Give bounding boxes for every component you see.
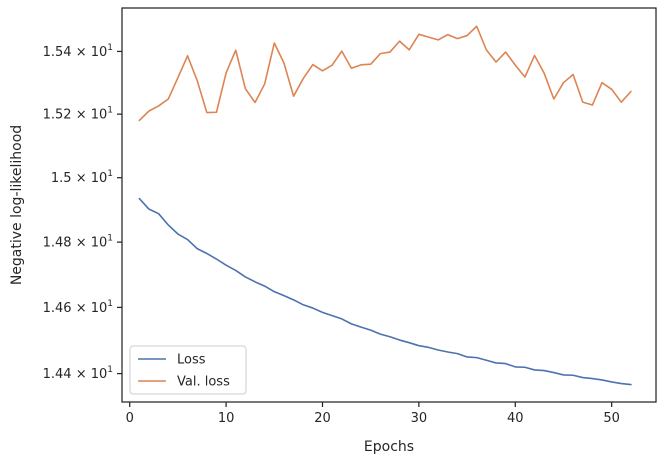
y-tick-exp-2: 1 bbox=[107, 234, 113, 244]
y-tick-times-1: × 10 bbox=[72, 301, 108, 316]
x-tick-label-4: 40 bbox=[507, 411, 524, 426]
y-tick-label-2: 1.48 × 101 bbox=[43, 234, 113, 251]
y-tick-times-3: × 10 bbox=[72, 171, 108, 186]
y-tick-exp-5: 1 bbox=[107, 43, 113, 53]
x-tick-label-1: 10 bbox=[218, 411, 235, 426]
x-axis-label: Epochs bbox=[364, 439, 414, 455]
y-tick-label-4: 1.52 × 101 bbox=[43, 106, 113, 123]
legend-label-1: Val. loss bbox=[177, 375, 230, 390]
y-tick-base-3: 1.5 bbox=[51, 171, 72, 186]
y-tick-label-5: 1.54 × 101 bbox=[43, 43, 113, 60]
y-tick-base-1: 1.46 bbox=[43, 301, 72, 316]
axes-frame bbox=[121, 7, 657, 403]
x-axis-ticks: 0 10 20 30 40 50 bbox=[126, 402, 620, 426]
x-tick-label-3: 30 bbox=[411, 411, 428, 426]
y-tick-times-5: × 10 bbox=[72, 45, 108, 60]
y-tick-base-5: 1.54 bbox=[43, 45, 72, 60]
y-tick-base-4: 1.52 bbox=[43, 108, 72, 123]
legend: Loss Val. loss bbox=[129, 345, 247, 395]
x-tick-label-5: 50 bbox=[603, 411, 620, 426]
legend-label-0: Loss bbox=[177, 353, 206, 368]
y-tick-exp-4: 1 bbox=[107, 106, 113, 116]
legend-box bbox=[129, 345, 247, 395]
y-tick-label-0: 1.44 × 101 bbox=[43, 365, 113, 382]
y-tick-label-3: 1.5 × 101 bbox=[51, 169, 113, 186]
y-tick-exp-3: 1 bbox=[107, 169, 113, 179]
y-axis-label: Negative log-likelihood bbox=[9, 125, 25, 285]
y-tick-times-2: × 10 bbox=[72, 236, 108, 251]
plot-area bbox=[138, 25, 632, 386]
series-line-1 bbox=[138, 25, 632, 122]
y-tick-exp-0: 1 bbox=[107, 365, 113, 375]
y-tick-exp-1: 1 bbox=[107, 299, 113, 309]
y-tick-base-0: 1.44 bbox=[43, 367, 72, 382]
y-tick-label-1: 1.46 × 101 bbox=[43, 299, 113, 316]
x-tick-label-2: 20 bbox=[314, 411, 331, 426]
x-tick-label-0: 0 bbox=[126, 411, 134, 426]
y-tick-base-2: 1.48 bbox=[43, 236, 72, 251]
y-tick-times-4: × 10 bbox=[72, 108, 108, 123]
y-tick-times-0: × 10 bbox=[72, 367, 108, 382]
series-line-0 bbox=[138, 197, 632, 386]
